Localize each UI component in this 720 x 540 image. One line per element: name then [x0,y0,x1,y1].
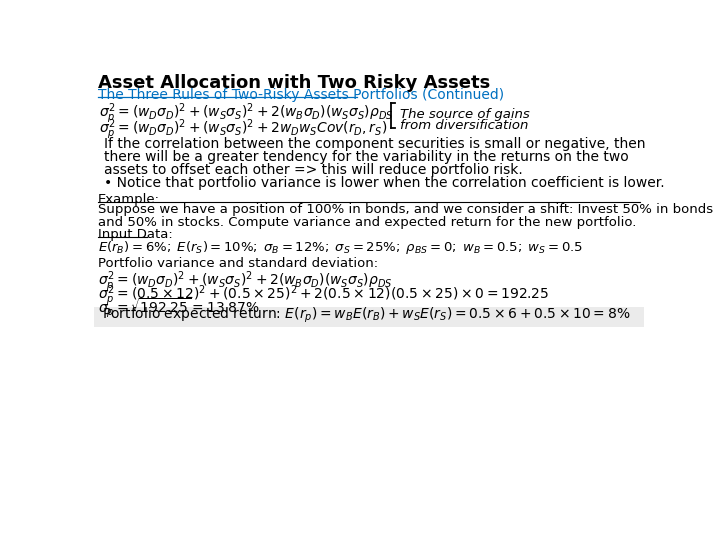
Text: • Notice that portfolio variance is lower when the correlation coefficient is lo: • Notice that portfolio variance is lowe… [104,177,665,191]
Text: The source of gains: The source of gains [400,108,530,121]
Text: $\sigma_p^2 = (w_D\sigma_D)^2 + (w_S\sigma_S)^2 + 2(w_B\sigma_D)(w_S\sigma_S)\rh: $\sigma_p^2 = (w_D\sigma_D)^2 + (w_S\sig… [99,102,394,126]
Text: Example:: Example: [98,193,160,206]
FancyBboxPatch shape [94,307,644,327]
Text: and 50% in stocks. Compute variance and expected return for the new portfolio.: and 50% in stocks. Compute variance and … [98,215,636,229]
Text: $E(r_B) = 6\%;\; E(r_S) = 10\%;\; \sigma_B = 12\%;\; \sigma_S = 25\%;\;\rho_{BS}: $E(r_B) = 6\%;\; E(r_S) = 10\%;\; \sigma… [98,239,583,256]
Text: Input Data:: Input Data: [98,228,173,241]
Text: $\sigma_p = \sqrt{192.25} = 13.87\%$: $\sigma_p = \sqrt{192.25} = 13.87\%$ [98,298,260,320]
Text: Portfolio variance and standard deviation:: Portfolio variance and standard deviatio… [98,257,378,271]
Text: Asset Allocation with Two Risky Assets: Asset Allocation with Two Risky Assets [98,74,490,92]
Text: $\sigma_p^2 = (w_D\sigma_D)^2 + (w_S\sigma_S)^2 + 2w_Dw_S Cov(r_D, r_S)$: $\sigma_p^2 = (w_D\sigma_D)^2 + (w_S\sig… [99,117,387,141]
Text: If the correlation between the component securities is small or negative, then: If the correlation between the component… [104,137,645,151]
Text: assets to offset each other => this will reduce portfolio risk.: assets to offset each other => this will… [104,164,523,177]
Text: Portfolio expected return: $E(r_p) = w_B E(r_B) + w_S E(r_S) = 0.5\times6 + 0.5\: Portfolio expected return: $E(r_p) = w_B… [102,306,630,326]
Text: $\sigma_p^2 = (0.5 \times 12)^2 + (0.5 \times 25)^2 + 2(0.5 \times 12)(0.5 \time: $\sigma_p^2 = (0.5 \times 12)^2 + (0.5 \… [98,284,549,308]
Text: $\sigma_p^2 = (w_D\sigma_D)^2 + (w_S\sigma_S)^2 + 2(w_B\sigma_D)(w_S\sigma_S)\rh: $\sigma_p^2 = (w_D\sigma_D)^2 + (w_S\sig… [98,269,392,294]
Text: there will be a greater tendency for the variability in the returns on the two: there will be a greater tendency for the… [104,150,629,164]
Text: from diversification: from diversification [400,119,528,132]
Text: The Three Rules of Two-Risky Assets Portfolios (Continued): The Three Rules of Two-Risky Assets Port… [98,88,504,102]
Text: Suppose we have a position of 100% in bonds, and we consider a shift: Invest 50%: Suppose we have a position of 100% in bo… [98,204,713,217]
